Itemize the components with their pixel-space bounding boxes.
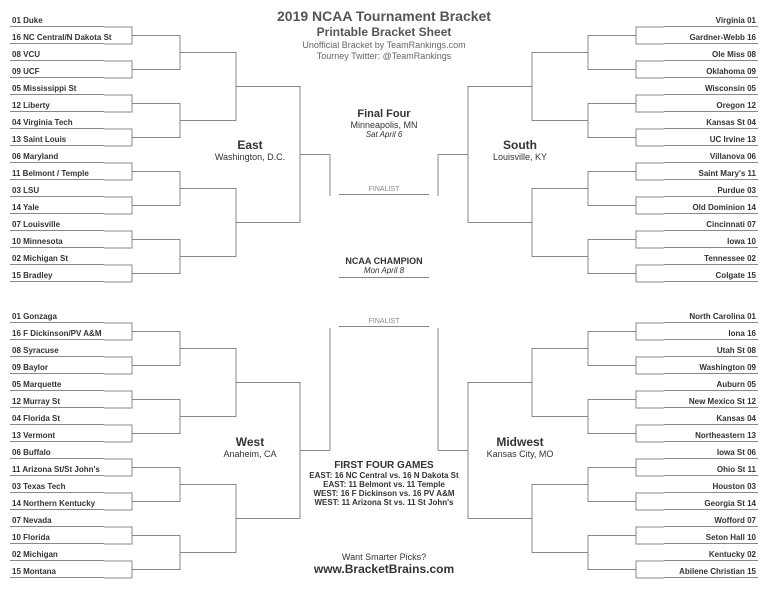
team-slot: 08 VCU	[10, 50, 104, 61]
team-slot: 07 Louisville	[10, 220, 104, 231]
team-slot: 02 Michigan St	[10, 254, 104, 265]
team-slot: 02 Michigan	[10, 550, 104, 561]
region-west: West Anaheim, CA	[210, 435, 290, 459]
team-slot: 11 Arizona St/St John's	[10, 465, 104, 476]
subtitle: Printable Bracket Sheet	[0, 25, 768, 39]
team-slot: 09 UCF	[10, 67, 104, 78]
team-slot: Virginia 01	[664, 16, 758, 27]
finalist-bottom: FINALIST	[339, 318, 429, 327]
team-slot: Saint Mary's 11	[664, 169, 758, 180]
team-slot: Abilene Christian 15	[664, 567, 758, 578]
team-slot: 12 Liberty	[10, 101, 104, 112]
team-slot: Northeastern 13	[664, 431, 758, 442]
team-slot: 06 Buffalo	[10, 448, 104, 459]
team-slot: Iona 16	[664, 329, 758, 340]
team-slot: Wofford 07	[664, 516, 758, 527]
team-slot: 08 Syracuse	[10, 346, 104, 357]
team-slot: Oklahoma 09	[664, 67, 758, 78]
team-slot: 03 LSU	[10, 186, 104, 197]
region-east: East Washington, D.C.	[210, 138, 290, 162]
team-slot: 11 Belmont / Temple	[10, 169, 104, 180]
team-slot: 01 Duke	[10, 16, 104, 27]
team-slot: 13 Saint Louis	[10, 135, 104, 146]
team-slot: 07 Nevada	[10, 516, 104, 527]
team-slot: Ole Miss 08	[664, 50, 758, 61]
team-slot: Tennessee 02	[664, 254, 758, 265]
team-slot: Kentucky 02	[664, 550, 758, 561]
team-slot: Houston 03	[664, 482, 758, 493]
team-slot: Purdue 03	[664, 186, 758, 197]
team-slot: Oregon 12	[664, 101, 758, 112]
team-slot: Kansas St 04	[664, 118, 758, 129]
team-slot: 12 Murray St	[10, 397, 104, 408]
team-slot: Gardner-Webb 16	[664, 33, 758, 44]
header: 2019 NCAA Tournament Bracket Printable B…	[0, 8, 768, 61]
team-slot: Old Dominion 14	[664, 203, 758, 214]
team-slot: Auburn 05	[664, 380, 758, 391]
team-slot: Washington 09	[664, 363, 758, 374]
team-slot: Cincinnati 07	[664, 220, 758, 231]
team-slot: North Carolina 01	[664, 312, 758, 323]
team-slot: Seton Hall 10	[664, 533, 758, 544]
footer: Want Smarter Picks? www.BracketBrains.co…	[284, 552, 484, 576]
team-slot: 14 Northern Kentucky	[10, 499, 104, 510]
team-slot: Georgia St 14	[664, 499, 758, 510]
team-slot: Ohio St 11	[664, 465, 758, 476]
team-slot: Utah St 08	[664, 346, 758, 357]
team-slot: 13 Vermont	[10, 431, 104, 442]
team-slot: 04 Florida St	[10, 414, 104, 425]
team-slot: 10 Minnesota	[10, 237, 104, 248]
team-slot: 14 Yale	[10, 203, 104, 214]
team-slot: Wisconsin 05	[664, 84, 758, 95]
champion: NCAA CHAMPION Mon April 8	[339, 256, 429, 278]
team-slot: Colgate 15	[664, 271, 758, 282]
team-slot: 01 Gonzaga	[10, 312, 104, 323]
twitter: Tourney Twitter: @TeamRankings	[0, 51, 768, 61]
region-south: South Louisville, KY	[480, 138, 560, 162]
team-slot: 15 Montana	[10, 567, 104, 578]
team-slot: Iowa St 06	[664, 448, 758, 459]
team-slot: 09 Baylor	[10, 363, 104, 374]
team-slot: New Mexico St 12	[664, 397, 758, 408]
team-slot: Kansas 04	[664, 414, 758, 425]
team-slot: 16 F Dickinson/PV A&M	[10, 329, 104, 340]
team-slot: 10 Florida	[10, 533, 104, 544]
team-slot: 06 Maryland	[10, 152, 104, 163]
first-four: FIRST FOUR GAMES EAST: 16 NC Central vs.…	[284, 460, 484, 507]
team-slot: 15 Bradley	[10, 271, 104, 282]
team-slot: Iowa 10	[664, 237, 758, 248]
team-slot: Villanova 06	[664, 152, 758, 163]
team-slot: 05 Mississippi St	[10, 84, 104, 95]
title: 2019 NCAA Tournament Bracket	[0, 8, 768, 24]
finalist-top: FINALIST	[339, 186, 429, 195]
team-slot: 16 NC Central/N Dakota St	[10, 33, 104, 44]
final-four: Final Four Minneapolis, MN Sat April 6	[339, 108, 429, 139]
team-slot: 05 Marquette	[10, 380, 104, 391]
team-slot: UC Irvine 13	[664, 135, 758, 146]
team-slot: 04 Virginia Tech	[10, 118, 104, 129]
region-midwest: Midwest Kansas City, MO	[478, 435, 562, 459]
team-slot: 03 Texas Tech	[10, 482, 104, 493]
credit: Unofficial Bracket by TeamRankings.com	[0, 40, 768, 50]
